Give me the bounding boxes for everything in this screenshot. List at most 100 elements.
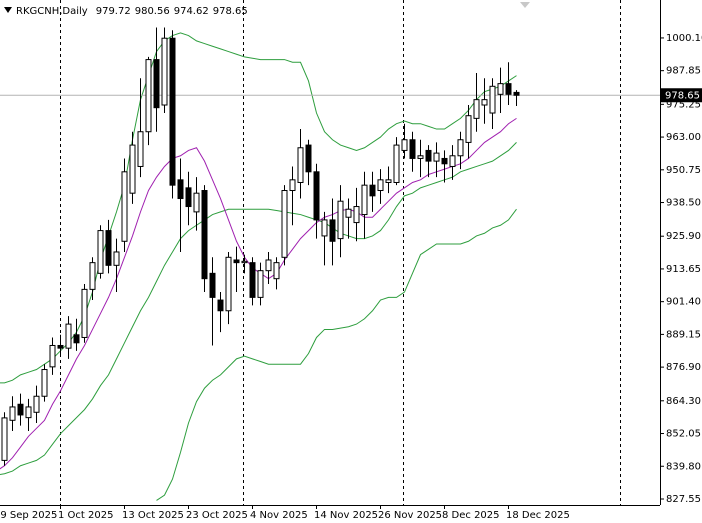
indicator-line (0, 117, 517, 470)
candle-body (185, 187, 192, 208)
y-tick-label: 963.00 (666, 132, 701, 143)
candle-body (377, 179, 384, 192)
period-separators (60, 0, 621, 505)
candle-body (137, 131, 144, 167)
candle-body (465, 115, 472, 143)
y-tick-label: 889.15 (666, 329, 701, 340)
menu-arrow (4, 7, 12, 13)
candle-body (449, 155, 456, 167)
candle-body (225, 256, 232, 312)
candle-body (345, 208, 352, 218)
candle-body (257, 270, 264, 298)
chart-header: RKGCNH,Daily 979.72 980.56 974.62 978.65 (16, 6, 248, 17)
candle-body (497, 83, 504, 95)
x-tick-label: 14 Nov 2025 (314, 510, 378, 521)
candle-body (25, 406, 32, 419)
header-high: 980.56 (135, 6, 170, 17)
y-tick-label: 1000.10 (666, 33, 702, 44)
candle-body (17, 403, 24, 416)
y-tick-label: 864.30 (666, 396, 701, 407)
candle-body (385, 179, 392, 183)
candle-body (217, 299, 224, 312)
candle-body (9, 406, 16, 421)
candle-body (89, 262, 96, 290)
candle-body (201, 190, 208, 280)
candle-body (505, 83, 512, 95)
shift-marker (520, 2, 530, 8)
x-tick-label: 13 Oct 2025 (122, 510, 184, 521)
candle-body (425, 149, 432, 162)
y-tick-label: 827.55 (666, 494, 701, 505)
candle-body (281, 190, 288, 258)
candle-body (481, 99, 488, 106)
candle-body (241, 260, 248, 264)
indicator-line (0, 142, 517, 475)
candle-body (129, 144, 136, 194)
candle-body (329, 219, 336, 242)
x-tick-label: 1 Oct 2025 (58, 510, 113, 521)
price-label-box (661, 88, 702, 103)
candle-body (1, 417, 8, 461)
candle-body (313, 171, 320, 221)
candle-body (65, 323, 72, 349)
candle-body (409, 139, 416, 159)
y-tick-label: 975.25 (666, 99, 701, 110)
y-tick-label: 901.40 (666, 297, 701, 308)
y-tick-label: 913.65 (666, 264, 701, 275)
candle-body (297, 147, 304, 183)
candle-body (321, 219, 328, 237)
y-tick-label: 876.90 (666, 362, 701, 373)
x-tick-label: 19 Sep 2025 (0, 510, 57, 521)
y-tick-label: 938.50 (666, 198, 701, 209)
candle-body (57, 344, 64, 349)
candle-body (265, 259, 272, 272)
candle-body (361, 184, 368, 216)
candle-body (105, 230, 112, 266)
y-tick-label: 987.85 (666, 66, 701, 77)
price-label: 978.65 (665, 90, 700, 101)
candle-body (161, 37, 168, 106)
plot-area (0, 27, 660, 501)
header-low: 974.62 (174, 6, 209, 17)
candle-body (169, 37, 176, 186)
axes: 1000.10 987.85 975.25 963.00 950.75 938.50 925… (0, 33, 702, 521)
x-tick-label: 26 Nov 2025 (378, 510, 442, 521)
candle-body (193, 192, 200, 213)
symbol-title: RKGCNH,Daily (16, 6, 88, 17)
header-close: 978.65 (213, 6, 248, 17)
candle-body (33, 395, 40, 413)
candle-body (369, 184, 376, 197)
x-tick-label: 8 Dec 2025 (442, 510, 500, 521)
candle-body (441, 157, 448, 165)
candle-body (289, 179, 296, 192)
candle-body (417, 155, 424, 159)
candle-body (353, 206, 360, 224)
header-open: 979.72 (96, 6, 131, 17)
candle-body (121, 171, 128, 242)
candle-body (113, 251, 120, 266)
candle-body (177, 179, 184, 200)
candle-body (433, 152, 440, 162)
candle-body (41, 369, 48, 397)
candle-body (393, 144, 400, 183)
candle-body (457, 139, 464, 157)
x-tick-label: 23 Oct 2025 (186, 510, 248, 521)
candle-body (81, 288, 88, 338)
y-tick-label: 839.80 (666, 461, 701, 472)
indicator-line (156, 208, 517, 501)
candle-body (401, 139, 408, 151)
candle-body (233, 259, 240, 264)
candle-body (489, 85, 496, 114)
candle-body (305, 144, 312, 173)
candle-body (153, 59, 160, 109)
y-tick-label: 852.05 (666, 429, 701, 440)
candle-body (513, 91, 520, 96)
candle-body (145, 59, 152, 133)
candle-body (209, 272, 216, 298)
candle-body (337, 200, 344, 240)
candle-body (97, 230, 104, 274)
y-tick-label: 950.75 (666, 165, 701, 176)
x-tick-label: 4 Nov 2025 (250, 510, 308, 521)
